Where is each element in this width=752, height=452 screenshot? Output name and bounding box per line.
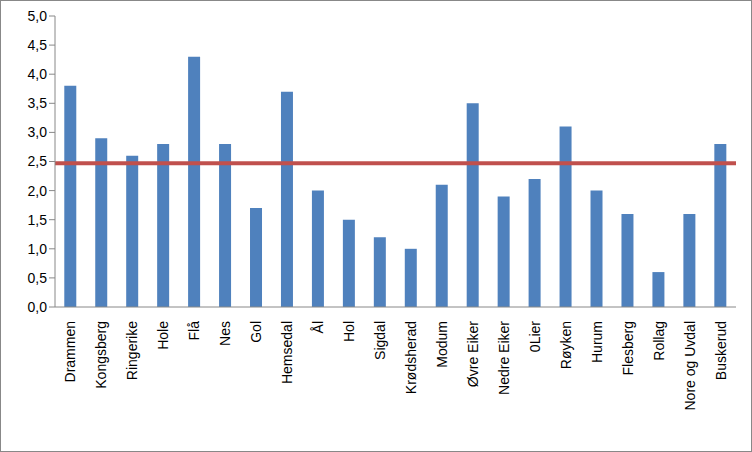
svg-text:3,0: 3,0 — [28, 124, 48, 140]
svg-text:Hol: Hol — [341, 321, 357, 342]
svg-text:Modum: Modum — [434, 321, 450, 368]
svg-text:2,0: 2,0 — [28, 183, 48, 199]
svg-text:Krødsherad: Krødsherad — [403, 321, 419, 394]
svg-text:Flå: Flå — [186, 321, 202, 341]
svg-text:Nes: Nes — [217, 321, 233, 346]
svg-text:Nore og Uvdal: Nore og Uvdal — [682, 321, 698, 411]
svg-text:4,0: 4,0 — [28, 66, 48, 82]
svg-text:Rollag: Rollag — [651, 321, 667, 361]
svg-text:0,0: 0,0 — [28, 299, 48, 315]
svg-text:1,5: 1,5 — [28, 212, 48, 228]
svg-text:4,5: 4,5 — [28, 37, 48, 53]
svg-text:2,5: 2,5 — [28, 153, 48, 169]
svg-text:Gol: Gol — [248, 321, 264, 343]
svg-text:Øvre Eiker: Øvre Eiker — [465, 321, 481, 387]
svg-text:3,5: 3,5 — [28, 95, 48, 111]
svg-text:Ål: Ål — [310, 321, 326, 333]
svg-text:0Lier: 0Lier — [527, 321, 543, 352]
svg-text:Kongsberg: Kongsberg — [93, 321, 109, 389]
svg-text:Flesberg: Flesberg — [620, 321, 636, 375]
svg-text:Hemsedal: Hemsedal — [279, 321, 295, 384]
svg-text:5,0: 5,0 — [28, 8, 48, 24]
svg-text:Hole: Hole — [155, 321, 171, 350]
svg-text:Drammen: Drammen — [62, 321, 78, 382]
svg-text:Buskerud: Buskerud — [713, 321, 729, 380]
svg-text:Ringerike: Ringerike — [124, 321, 140, 380]
svg-text:Røyken: Røyken — [558, 321, 574, 369]
svg-text:Hurum: Hurum — [589, 321, 605, 363]
svg-text:1,0: 1,0 — [28, 241, 48, 257]
svg-text:Sigdal: Sigdal — [372, 321, 388, 360]
svg-text:0,5: 0,5 — [28, 270, 48, 286]
svg-text:Nedre Eiker: Nedre Eiker — [496, 321, 512, 395]
